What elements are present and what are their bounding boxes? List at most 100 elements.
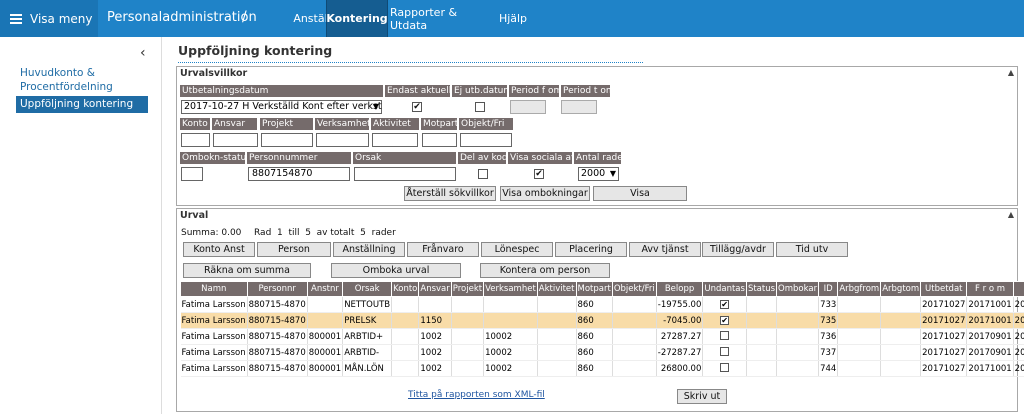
column-header[interactable]: Orsak bbox=[342, 281, 393, 297]
tab-placering[interactable]: Placering bbox=[555, 242, 627, 257]
table-row[interactable]: Fatima Larsson 880715-4870 800001 MÅN.LÖN 10… bbox=[180, 360, 1024, 377]
table-cell: 20171027 bbox=[920, 344, 968, 361]
konto-input[interactable] bbox=[181, 133, 210, 147]
table-cell bbox=[537, 328, 577, 345]
table-cell: 880715-4870 bbox=[247, 296, 308, 313]
undantas-checkbox-cell[interactable] bbox=[702, 344, 747, 361]
table-row[interactable]: Fatima Larsson 880715-4870 PRELSK 1150 860 -7… bbox=[180, 312, 1024, 329]
del-av-kod-checkbox[interactable] bbox=[478, 169, 488, 179]
table-row[interactable]: Fatima Larsson 880715-4870 NETTOUTB 860 -197… bbox=[180, 296, 1024, 313]
column-header[interactable]: ID bbox=[818, 281, 839, 297]
column-header[interactable]: Projekt bbox=[450, 281, 485, 297]
label-orsak: Orsak bbox=[353, 152, 456, 164]
table-cell: 20171027 bbox=[920, 328, 968, 345]
table-cell: 20171031 bbox=[1013, 360, 1024, 377]
table-cell: 860 bbox=[576, 360, 613, 377]
motpart-input[interactable] bbox=[422, 133, 457, 147]
recalculate-sum-button[interactable]: Räkna om summa bbox=[183, 263, 311, 278]
column-header[interactable]: Motpart bbox=[575, 281, 613, 297]
column-header[interactable]: Anstnr bbox=[306, 281, 344, 297]
table-cell bbox=[451, 312, 485, 329]
tab-tid-utv[interactable]: Tid utv bbox=[776, 242, 848, 257]
undantas-checkbox-cell[interactable] bbox=[702, 328, 747, 345]
reset-criteria-button[interactable]: Återställ sökvillkor bbox=[404, 186, 496, 201]
tab-lonespec[interactable]: Lönespec bbox=[481, 242, 553, 257]
undantas-checkbox[interactable]: ✔ bbox=[720, 299, 730, 309]
collapse-result-icon[interactable]: ▲ bbox=[1007, 210, 1014, 219]
personnummer-input[interactable]: 8807154870 bbox=[248, 167, 350, 181]
table-row[interactable]: Fatima Larsson 880715-4870 800001 ARBTID+ 10… bbox=[180, 328, 1024, 345]
sidebar-item-uppfoljning[interactable]: Uppföljning kontering bbox=[16, 96, 148, 113]
title-underline bbox=[178, 62, 643, 63]
ansvar-input[interactable] bbox=[213, 133, 258, 147]
column-header[interactable]: Ansvar bbox=[418, 281, 452, 297]
show-button[interactable]: Visa bbox=[593, 186, 687, 201]
tab-tillagg-avdr[interactable]: Tillägg/avdr bbox=[702, 242, 774, 257]
antal-rader-select[interactable]: 2000 ▼ bbox=[578, 167, 619, 181]
nav-kontering[interactable]: Kontering bbox=[326, 0, 388, 37]
tab-anstallning[interactable]: Anställning bbox=[333, 242, 405, 257]
table-cell: 1150 bbox=[418, 312, 452, 329]
column-header[interactable]: Konto bbox=[391, 281, 420, 297]
undantas-checkbox-cell[interactable] bbox=[702, 360, 747, 377]
column-header[interactable]: Arbgfrom bbox=[837, 281, 882, 297]
recode-person-button[interactable]: Kontera om person bbox=[480, 263, 610, 278]
undantas-checkbox[interactable] bbox=[720, 330, 730, 340]
tab-person[interactable]: Person bbox=[257, 242, 331, 257]
period-from-input[interactable] bbox=[510, 100, 546, 114]
column-header[interactable]: Objekt/Fri bbox=[611, 281, 657, 297]
undantas-checkbox-cell[interactable]: ✔ bbox=[702, 296, 747, 313]
table-cell bbox=[307, 296, 344, 313]
column-header[interactable]: T o m bbox=[1012, 281, 1024, 297]
endast-aktuella-checkbox[interactable]: ✔ bbox=[412, 102, 422, 112]
undantas-checkbox[interactable] bbox=[720, 362, 730, 372]
aktivitet-input[interactable] bbox=[372, 133, 418, 147]
collapse-sidebar-icon[interactable]: ‹ bbox=[140, 45, 146, 61]
utbetalningsdatum-select[interactable]: 2017-10-27 H Verkställd Kont efter verks… bbox=[181, 100, 382, 114]
nav-hjalp[interactable]: Hjälp bbox=[498, 12, 528, 25]
column-header[interactable]: Aktivitet bbox=[536, 281, 577, 297]
ej-utb-checkbox[interactable] bbox=[475, 102, 485, 112]
visa-sociala-checkbox[interactable]: ✔ bbox=[534, 169, 544, 179]
rebook-selection-button[interactable]: Omboka urval bbox=[331, 263, 461, 278]
column-header[interactable]: Verksamhet bbox=[483, 281, 538, 297]
column-header[interactable]: Arbgtom bbox=[880, 281, 922, 297]
table-cell bbox=[391, 328, 420, 345]
xml-report-link[interactable]: Titta på rapporten som XML-fil bbox=[408, 390, 545, 400]
undantas-checkbox[interactable]: ✔ bbox=[720, 315, 730, 325]
period-tom-input[interactable] bbox=[561, 100, 597, 114]
show-menu-button[interactable]: Visa meny bbox=[0, 0, 98, 37]
tab-konto-anst[interactable]: Konto Anst bbox=[183, 242, 255, 257]
app-title[interactable]: Personaladministration bbox=[107, 10, 257, 25]
label-visa-sociala: Visa sociala avg bbox=[508, 152, 572, 164]
verksamhet-input[interactable] bbox=[316, 133, 369, 147]
objekt-input[interactable] bbox=[460, 133, 512, 147]
column-header[interactable]: Status bbox=[745, 281, 778, 297]
table-cell bbox=[537, 312, 577, 329]
column-header[interactable]: Personnr bbox=[246, 281, 308, 297]
undantas-checkbox[interactable] bbox=[720, 346, 730, 356]
tab-avv-tjanst[interactable]: Avv tjänst bbox=[629, 242, 701, 257]
column-header[interactable]: Ombokar bbox=[776, 281, 820, 297]
column-header[interactable]: Namn bbox=[180, 281, 248, 297]
print-button[interactable]: Skriv ut bbox=[677, 389, 727, 404]
tab-franvaro[interactable]: Frånvaro bbox=[407, 242, 479, 257]
collapse-criteria-icon[interactable]: ▲ bbox=[1007, 68, 1014, 77]
column-header[interactable]: F r o m bbox=[966, 281, 1014, 297]
table-cell: Fatima Larsson bbox=[180, 296, 248, 313]
show-rebookings-button[interactable]: Visa ombokningar bbox=[500, 186, 590, 201]
orsak-input[interactable] bbox=[354, 167, 456, 181]
column-header[interactable]: Undantas bbox=[702, 281, 747, 297]
column-header[interactable]: Belopp bbox=[655, 281, 704, 297]
table-row[interactable]: Fatima Larsson 880715-4870 800001 ARBTID- 10… bbox=[180, 344, 1024, 361]
nav-rapporter[interactable]: Rapporter & Utdata bbox=[390, 5, 458, 32]
column-header[interactable]: Utbetdat bbox=[920, 281, 968, 297]
table-cell: ARBTID+ bbox=[342, 328, 393, 345]
table-cell bbox=[612, 296, 657, 313]
projekt-input[interactable] bbox=[261, 133, 313, 147]
undantas-checkbox-cell[interactable]: ✔ bbox=[702, 312, 747, 329]
label-verksamhet: Verksamhet bbox=[315, 118, 369, 130]
sidebar-item-huvudkonto[interactable]: Huvudkonto & Procentfördelning bbox=[20, 67, 113, 93]
table-cell bbox=[307, 312, 344, 329]
ombokn-status-input[interactable] bbox=[181, 167, 203, 181]
